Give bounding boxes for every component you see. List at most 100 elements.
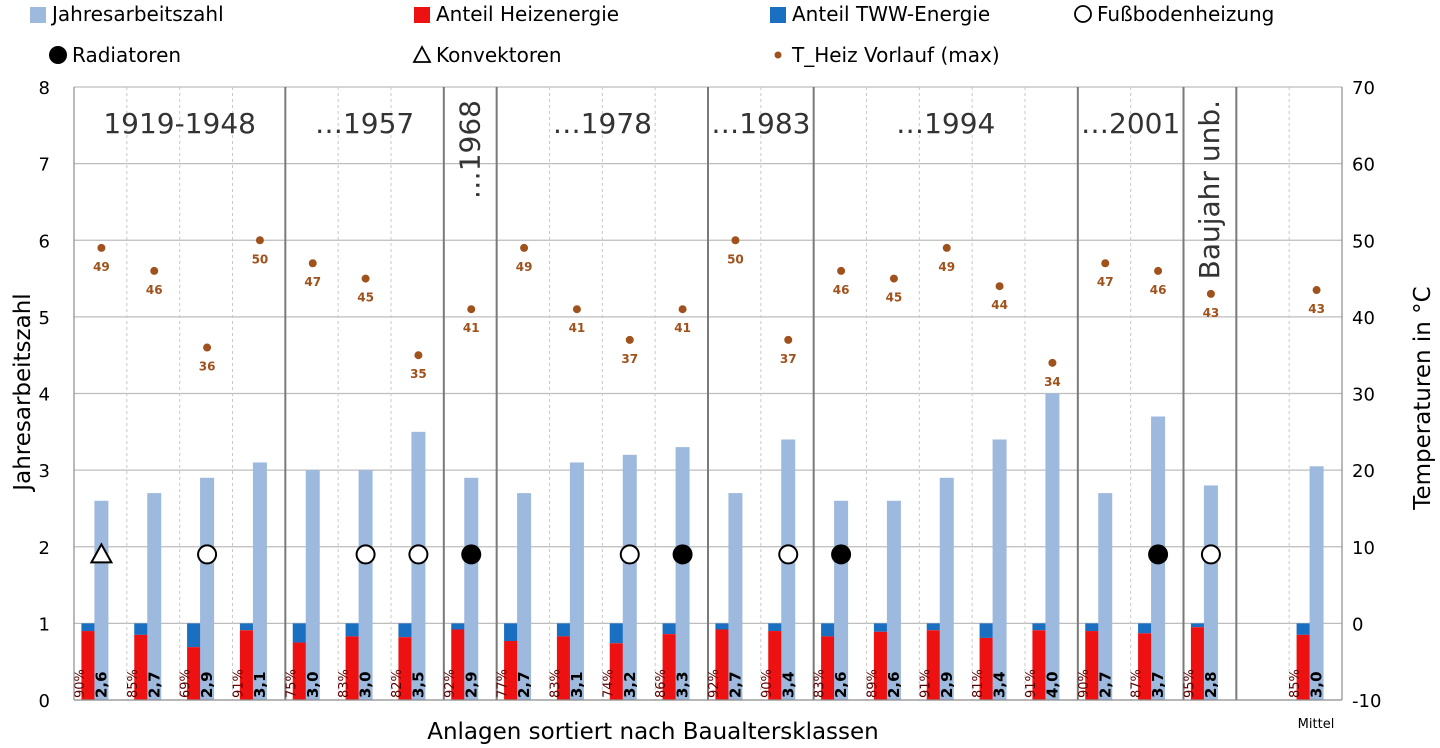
bar-tww [768, 623, 784, 632]
legend-label: Fußbodenheizung [1097, 2, 1274, 26]
bar-tww [1138, 623, 1154, 634]
bar-jaz [675, 447, 690, 700]
y2-tick-label: 60 [1352, 155, 1375, 176]
y2-tick-label: 70 [1352, 78, 1375, 99]
temp-point [1312, 286, 1321, 295]
bar-jaz [358, 470, 373, 700]
bar-heiz [239, 630, 255, 700]
legend-swatch [414, 7, 430, 23]
jaz-label: 3,4 [991, 671, 1009, 698]
bar-heiz [715, 629, 731, 700]
bar-heiz [1190, 627, 1206, 700]
bar-jaz [517, 493, 532, 700]
bar-tww [81, 623, 97, 632]
fussbodenheizung-marker [778, 544, 799, 565]
legend-label: Anteil TWW-Energie [792, 2, 990, 26]
bar-jaz [1309, 466, 1324, 700]
temp-label: 50 [727, 252, 744, 266]
temp-label: 45 [886, 291, 903, 305]
legend-item-jaz: Jahresarbeitszahl [30, 2, 224, 26]
radiator-marker [1148, 544, 1169, 565]
fussbodenheizung-marker [1200, 544, 1221, 565]
bar-heiz [134, 634, 150, 700]
bar-heiz [187, 647, 203, 700]
bar-tww [662, 623, 678, 635]
temp-label: 41 [569, 321, 586, 335]
bar-tww [1032, 623, 1048, 631]
legend-swatch [412, 45, 432, 63]
legend-label: Anteil Heizenergie [436, 2, 619, 26]
temp-label: 47 [304, 275, 321, 289]
bar-heiz [768, 631, 784, 700]
pct-label: 82% [390, 669, 405, 698]
bar-tww [292, 623, 308, 643]
jaz-label: 2,7 [515, 671, 533, 698]
jaz-label: 2,9 [462, 671, 480, 698]
pct-label: 91% [231, 669, 246, 698]
bar-heiz [1085, 631, 1101, 700]
y-tick-label: 4 [39, 385, 50, 406]
temp-point [784, 335, 793, 344]
y2-tick-label: 40 [1352, 308, 1375, 329]
legend-label: Jahresarbeitszahl [50, 2, 224, 26]
y-tick-label: 3 [39, 461, 50, 482]
bar-tww [1296, 623, 1312, 635]
pct-label: 83% [813, 669, 828, 698]
temp-point [837, 266, 846, 275]
jaz-label: 2,6 [832, 671, 850, 698]
pct-label: 85% [126, 669, 141, 698]
pct-label: 85% [1288, 669, 1303, 698]
legend-item-rad: Radiatoren [49, 43, 181, 67]
y-tick-label: 2 [39, 538, 50, 559]
y-axis-title: Jahresarbeitszahl [10, 293, 36, 492]
temp-point [572, 305, 581, 314]
temp-point [308, 259, 317, 268]
bar-tww [239, 623, 255, 631]
pct-label: 75% [284, 669, 299, 698]
temp-point [150, 266, 159, 275]
bar-heiz [398, 637, 414, 700]
bar-heiz [821, 636, 837, 700]
pct-label: 91% [1024, 669, 1039, 698]
y-tick-label: 7 [39, 155, 50, 176]
legend-label: Konvektoren [436, 43, 562, 67]
bar-jaz [464, 477, 479, 700]
bar-tww [715, 623, 731, 630]
temp-point [1048, 358, 1057, 367]
bar-jaz [252, 462, 267, 700]
bar-heiz [1296, 634, 1312, 700]
temp-point [414, 351, 423, 360]
pct-label: 92% [443, 669, 458, 698]
pct-label: 90% [760, 669, 775, 698]
temp-point [625, 335, 634, 344]
bar-jaz [569, 462, 584, 700]
jaz-label: 2,6 [92, 671, 110, 698]
jaz-label: 2,7 [726, 671, 744, 698]
pct-label: 74% [601, 669, 616, 698]
bar-jaz [94, 500, 109, 700]
bar-tww [451, 623, 467, 630]
temp-label: 49 [93, 260, 110, 274]
bar-tww [504, 623, 520, 641]
jaz-label: 3,0 [304, 671, 322, 698]
pct-label: 81% [971, 669, 986, 698]
bar-jaz [622, 454, 637, 700]
temp-point [731, 236, 740, 245]
pct-label: 91% [918, 669, 933, 698]
legend-swatch [49, 46, 67, 64]
period-label: …2001 [1081, 107, 1180, 140]
bar-jaz [728, 493, 743, 700]
jaz-label: 3,0 [1308, 671, 1326, 698]
fussbodenheizung-marker [355, 544, 376, 565]
jaz-label: 3,0 [357, 671, 375, 698]
y2-tick-label: 50 [1352, 231, 1375, 252]
fussbodenheizung-marker [197, 544, 218, 565]
bar-tww [926, 623, 942, 631]
fussbodenheizung-marker [408, 544, 429, 565]
bar-tww [873, 623, 889, 632]
period-label: …1968 [453, 100, 486, 199]
period-label: Baujahr unb. [1193, 100, 1226, 279]
bar-heiz [292, 642, 308, 700]
fussbodenheizung-marker [619, 544, 640, 565]
